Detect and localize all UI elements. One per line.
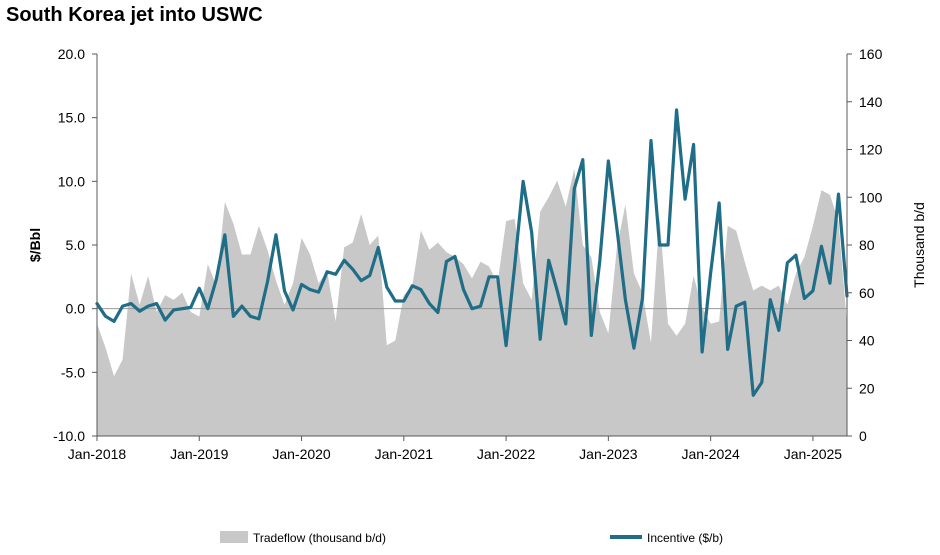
x-tick-label: Jan-2021 xyxy=(375,446,434,462)
axes-layer: 20.0 15.0 10.0 5.0 0.0 -5.0 -10.0 160 140 120 100 8… xyxy=(53,46,882,462)
left-tick-label: 15.0 xyxy=(58,110,85,126)
legend-swatch-tradeflow xyxy=(220,531,248,543)
legend-label-tradeflow: Tradeflow (thousand b/d) xyxy=(253,531,386,545)
left-tick-label: 10.0 xyxy=(58,173,85,189)
x-tick-label: Jan-2020 xyxy=(272,446,331,462)
x-tick-label: Jan-2025 xyxy=(784,446,843,462)
legend-label-incentive: Incentive ($/b) xyxy=(647,531,723,545)
right-tick-label: 100 xyxy=(859,189,883,205)
x-tick-label: Jan-2024 xyxy=(681,446,740,462)
incentive-line-layer xyxy=(95,108,849,397)
right-tick-label: 40 xyxy=(859,333,875,349)
x-tick-label: Jan-2018 xyxy=(68,446,127,462)
left-tick-label: 0.0 xyxy=(66,301,86,317)
right-tick-label: 140 xyxy=(859,94,883,110)
right-tick-label: 0 xyxy=(859,428,867,444)
left-tick-label: 5.0 xyxy=(66,237,86,253)
left-tick-label: -10.0 xyxy=(53,428,85,444)
incentive-line xyxy=(95,108,849,397)
x-tick-label: Jan-2019 xyxy=(170,446,229,462)
chart-title: South Korea jet into USWC xyxy=(6,4,263,26)
right-tick-label: 160 xyxy=(859,46,883,62)
left-tick-label: 20.0 xyxy=(58,46,85,62)
right-tick-label: 60 xyxy=(859,285,875,301)
x-tick-label: Jan-2023 xyxy=(579,446,638,462)
right-tick-label: 80 xyxy=(859,237,875,253)
legend: Tradeflow (thousand b/d) Incentive ($/b) xyxy=(220,531,723,545)
right-tick-label: 20 xyxy=(859,380,875,396)
x-tick-label: Jan-2022 xyxy=(477,446,536,462)
left-tick-label: -5.0 xyxy=(61,364,85,380)
left-axis-label: $/Bbl xyxy=(27,228,43,262)
right-axis-label: Thousand b/d xyxy=(911,202,927,288)
right-tick-label: 120 xyxy=(859,142,883,158)
